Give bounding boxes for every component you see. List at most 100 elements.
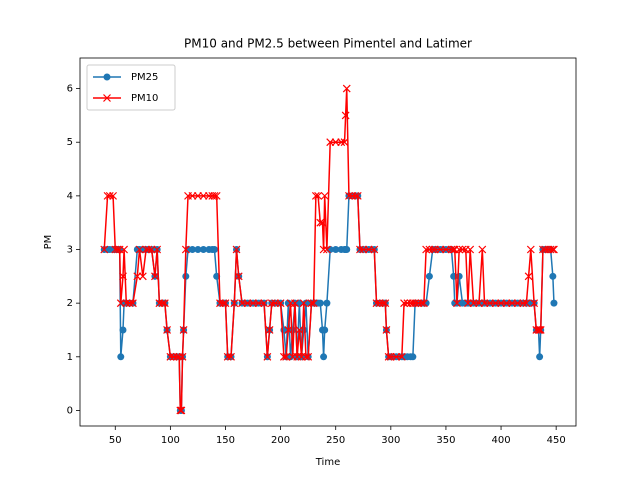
data-point [177,406,186,415]
y-tick-label: 2 [67,298,73,309]
data-point [311,191,320,200]
marker-stroke [422,245,431,254]
marker-stroke [219,299,228,308]
marker-stroke [178,352,187,361]
data-point [125,299,134,308]
data-point [100,245,109,254]
marker-stroke [524,272,533,281]
marker-stroke [232,245,241,254]
data-point [382,326,391,334]
data-point [291,299,299,308]
marker-stroke [400,299,408,308]
data-point [321,326,329,334]
marker-stroke [316,218,325,227]
x-tick-label: 100 [161,435,180,446]
data-point [519,299,528,308]
data-point [105,191,114,200]
marker-stroke [519,299,528,308]
marker-stroke [109,191,117,200]
marker-stroke [372,299,381,308]
y-tick-label: 0 [67,405,73,416]
data-point [153,245,162,254]
data-point [478,245,487,254]
data-point [550,245,558,254]
marker-stroke [337,138,346,147]
data-point [417,299,426,308]
data-point [522,299,531,308]
x-tick-label: 150 [216,435,235,446]
marker-stroke [417,299,426,308]
data-point [232,245,241,254]
data-point [546,245,555,254]
data-point [302,352,310,361]
data-point [163,326,171,334]
data-point [322,245,331,254]
data-point [340,138,349,147]
marker-stroke [458,245,467,254]
data-point [319,245,328,254]
data-point [113,245,122,254]
data-point [453,299,461,308]
marker-stroke [397,352,406,361]
marker-stroke [478,245,487,254]
data-point [267,299,276,308]
marker-stroke [144,245,153,254]
data-point [260,299,268,308]
marker-stroke [120,245,129,254]
marker-stroke [428,245,437,254]
data-point [109,191,117,200]
marker-stroke [319,245,328,254]
data-point [536,326,545,334]
marker-stroke [530,299,539,308]
marker-stroke [151,272,159,281]
data-point [549,272,557,280]
x-tick-label: 350 [436,435,455,446]
data-point [370,245,379,254]
marker-stroke [212,191,221,200]
marker-stroke [181,245,190,254]
marker-stroke [282,352,291,361]
marker-stroke [265,326,274,334]
marker-stroke [163,326,171,334]
data-point [384,352,393,361]
marker-stroke [302,352,310,361]
marker-stroke [291,299,299,308]
marker-stroke [304,352,313,361]
data-point [345,191,353,200]
data-point [530,299,539,308]
marker-stroke [318,218,327,227]
data-point [309,299,318,308]
data-point [422,245,431,254]
legend-label: PM10 [131,93,158,104]
marker-stroke [113,245,122,254]
marker-stroke [411,299,419,308]
y-tick-label: 4 [67,191,73,202]
data-point [138,272,147,281]
legend-marker [103,94,111,102]
y-axis-label: PM [43,235,54,250]
y-tick-label: 6 [67,84,73,95]
data-point [455,272,463,280]
data-point [536,353,544,361]
legend: PM25 PM10 [86,64,176,111]
data-point [447,245,456,254]
data-point [176,406,185,415]
data-point [178,352,187,361]
data-point [314,191,323,200]
data-point [295,326,304,334]
marker-stroke [260,299,268,308]
marker-stroke [158,299,167,308]
data-point [419,299,428,308]
marker-stroke [166,352,175,361]
marker-stroke [353,191,362,200]
marker-stroke [370,245,379,254]
y-tick-label: 1 [67,352,73,363]
data-point [279,352,288,361]
data-point [356,245,364,254]
marker-stroke [227,352,235,361]
data-point [284,326,293,334]
data-point [122,299,131,308]
marker-stroke [125,299,134,308]
data-point [221,299,230,308]
x-axis-label: Time [315,457,340,468]
